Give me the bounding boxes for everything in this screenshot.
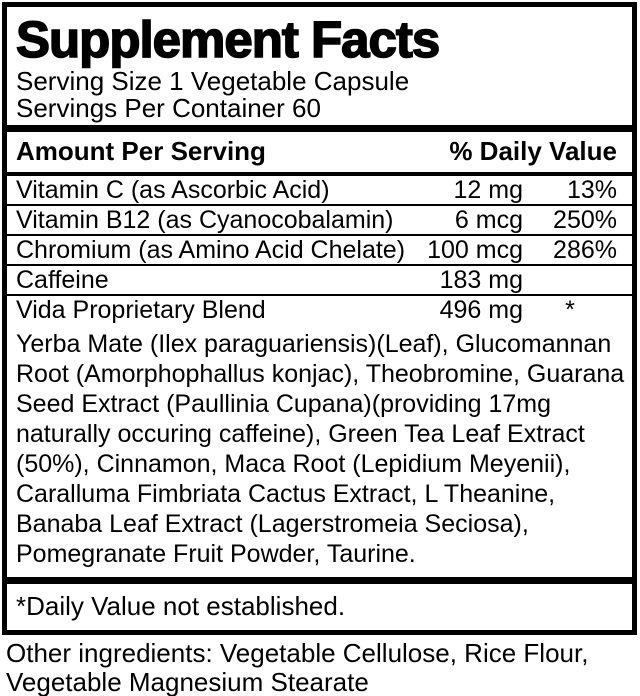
- divider-thick-top: [7, 125, 632, 132]
- table-row: Caffeine 183 mg: [7, 266, 632, 296]
- proprietary-blend-description: Yerba Mate (Ilex paraguariensis)(Leaf), …: [7, 329, 632, 573]
- other-ingredients: Other ingredients: Vegetable Cellulose, …: [6, 639, 640, 696]
- supplement-facts-panel: Supplement Facts Serving Size 1 Vegetabl…: [2, 2, 637, 635]
- servings-per-container: Servings Per Container 60: [16, 93, 321, 123]
- blend-description-line: (50%), Cinnamon, Maca Root (Lepidium Mey…: [16, 450, 571, 478]
- nutrient-daily-value: 286%: [553, 236, 617, 264]
- blend-description-line: Root (Amorphophallus konjac), Theobromin…: [16, 360, 625, 388]
- other-ingredients-line: Vegetable Magnesium Stearate: [6, 667, 369, 696]
- nutrient-amount: 183 mg: [439, 266, 523, 294]
- daily-value-footnote: *Daily Value not established.: [16, 591, 346, 621]
- divider-under-header: [7, 172, 632, 176]
- blend-description-line: Yerba Mate (Ilex paraguariensis)(Leaf), …: [16, 330, 612, 358]
- nutrient-daily-value: 250%: [553, 206, 617, 234]
- nutrient-daily-value: 13%: [566, 176, 617, 204]
- other-ingredients-line: Other ingredients: Vegetable Cellulose, …: [6, 638, 589, 668]
- nutrient-name: Vida Proprietary Blend: [16, 296, 266, 324]
- table-header: Amount Per Serving % Daily Value: [7, 132, 632, 172]
- divider-thick-bottom: [7, 577, 632, 584]
- table-row: Chromium (as Amino Acid Chelate) 100 mcg…: [7, 236, 632, 266]
- nutrient-amount: 496 mg: [439, 296, 523, 324]
- nutrient-amount: 100 mcg: [427, 236, 523, 264]
- nutrient-name: Vitamin B12 (as Cyanocobalamin): [16, 206, 394, 234]
- blend-description-line: naturally occuring caffeine), Green Tea …: [16, 420, 585, 448]
- nutrient-amount: 6 mcg: [454, 206, 523, 234]
- nutrient-name: Vitamin C (as Ascorbic Acid): [16, 176, 330, 204]
- table-row: Vitamin B12 (as Cyanocobalamin) 6 mcg 25…: [7, 206, 632, 236]
- nutrient-name: Caffeine: [16, 266, 109, 294]
- amount-per-serving-header: Amount Per Serving: [16, 136, 266, 166]
- blend-description-line: Caralluma Fimbriata Cactus Extract, L Th…: [16, 480, 556, 508]
- nutrient-daily-value: *: [565, 296, 575, 324]
- blend-description-line: Seed Extract (Paullinia Cupana)(providin…: [16, 390, 552, 418]
- serving-size: Serving Size 1 Vegetable Capsule: [16, 66, 410, 96]
- daily-value-header: % Daily Value: [449, 136, 617, 166]
- blend-description-line: Pomegranate Fruit Powder, Taurine.: [16, 540, 416, 568]
- panel-title: Supplement Facts: [15, 10, 441, 69]
- nutrient-name: Chromium (as Amino Acid Chelate): [16, 236, 406, 264]
- table-row: Vitamin C (as Ascorbic Acid) 12 mg 13%: [7, 176, 632, 206]
- blend-description-line: Banaba Leaf Extract (Lagerstromeia Secio…: [16, 510, 529, 538]
- table-row: Vida Proprietary Blend 496 mg *: [7, 296, 632, 326]
- serving-info: Serving Size 1 Vegetable Capsule Serving…: [7, 68, 632, 125]
- nutrient-amount: 12 mg: [453, 176, 523, 204]
